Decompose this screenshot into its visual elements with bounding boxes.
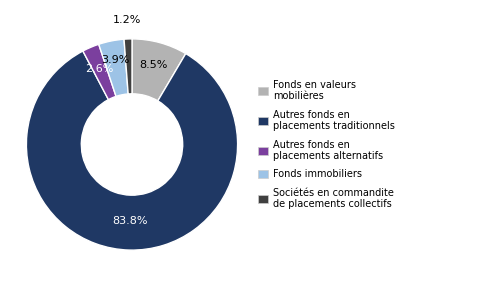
Text: 2.6%: 2.6% xyxy=(85,64,114,74)
Wedge shape xyxy=(83,44,116,100)
Text: 3.9%: 3.9% xyxy=(101,55,129,65)
Legend: Fonds en valeurs
mobilières, Autres fonds en
placements traditionnels, Autres fo: Fonds en valeurs mobilières, Autres fond… xyxy=(258,80,395,209)
Text: 83.8%: 83.8% xyxy=(112,216,148,225)
Wedge shape xyxy=(132,39,186,101)
Wedge shape xyxy=(26,51,238,250)
Text: 1.2%: 1.2% xyxy=(113,15,142,25)
Text: 8.5%: 8.5% xyxy=(140,60,168,70)
Wedge shape xyxy=(99,39,128,97)
Wedge shape xyxy=(124,39,132,94)
